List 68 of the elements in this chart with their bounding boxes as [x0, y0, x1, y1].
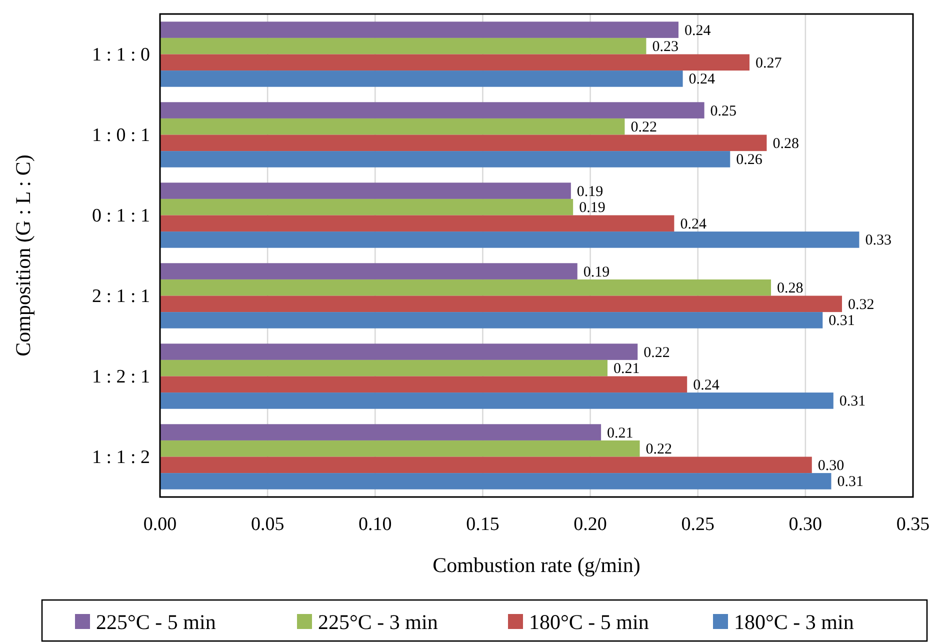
bar — [160, 134, 767, 152]
bar — [160, 54, 750, 71]
legend-label: 180°C - 5 min — [529, 610, 650, 634]
bar — [160, 263, 578, 280]
data-label: 0.19 — [576, 184, 604, 200]
y-tick-label: 1 : 1 : 0 — [92, 44, 150, 66]
bar — [160, 70, 683, 87]
x-tick-label: 0.30 — [788, 514, 822, 535]
data-label: 0.24 — [684, 22, 712, 39]
bar — [160, 456, 812, 474]
y-tick-label: 0 : 1 : 1 — [92, 205, 150, 226]
y-tick-label: 1 : 0 : 1 — [92, 124, 150, 146]
data-label: 0.22 — [646, 442, 672, 458]
bar — [160, 232, 860, 248]
x-tick-label: 0.10 — [358, 514, 392, 535]
data-label: 0.21 — [607, 425, 634, 442]
bar — [160, 215, 674, 232]
bar — [160, 102, 704, 118]
x-tick-label: 0.35 — [896, 514, 930, 535]
data-label: 0.22 — [630, 120, 657, 136]
bar — [160, 376, 688, 393]
bar — [160, 296, 842, 312]
x-tick-label: 0.15 — [466, 514, 500, 535]
bar — [160, 360, 608, 376]
data-label: 0.31 — [837, 474, 864, 490]
bar — [160, 279, 772, 296]
bar — [160, 151, 730, 168]
data-label: 0.30 — [818, 458, 844, 474]
data-label: 0.19 — [579, 200, 606, 216]
bar — [160, 118, 625, 135]
x-tick-label: 0.25 — [681, 514, 714, 535]
x-tick-label: 0.05 — [250, 514, 284, 535]
data-label: 0.32 — [848, 296, 874, 313]
bar — [160, 392, 834, 409]
data-label: 0.31 — [839, 394, 866, 410]
y-axis-title: Composition (G : L : C) — [11, 154, 35, 356]
data-label: 0.24 — [693, 377, 720, 394]
data-label: 0.25 — [710, 103, 737, 120]
bar — [160, 473, 832, 490]
bar — [160, 312, 823, 328]
bar — [160, 198, 574, 216]
bar — [160, 22, 678, 38]
data-label: 0.31 — [828, 313, 855, 330]
legend-label: 225°C - 3 min — [318, 610, 438, 634]
data-label: 0.33 — [865, 232, 892, 249]
x-tick-label: 0.20 — [574, 514, 607, 535]
data-label: 0.22 — [644, 344, 670, 361]
bar — [160, 38, 646, 54]
bar — [160, 344, 638, 360]
y-tick-label: 1 : 2 : 1 — [92, 366, 150, 388]
bar — [160, 424, 602, 440]
data-label: 0.24 — [688, 72, 716, 88]
bar — [160, 182, 571, 199]
data-label: 0.28 — [772, 136, 799, 152]
data-label: 0.24 — [680, 216, 707, 232]
data-label: 0.28 — [777, 280, 804, 297]
y-tick-label: 2 : 1 : 1 — [92, 286, 150, 307]
legend-label: 180°C - 3 min — [734, 610, 854, 634]
bar — [160, 440, 640, 457]
data-label: 0.23 — [652, 39, 678, 56]
data-label: 0.27 — [755, 55, 782, 72]
y-tick-label: 1 : 1 : 2 — [92, 446, 150, 468]
x-tick-label: 0.00 — [143, 514, 177, 535]
data-label: 0.21 — [613, 361, 640, 378]
data-label: 0.19 — [583, 264, 610, 280]
legend-label: 225°C - 5 min — [96, 610, 216, 634]
data-label: 0.26 — [736, 152, 763, 168]
x-axis-title: Combustion rate (g/min) — [432, 553, 640, 577]
